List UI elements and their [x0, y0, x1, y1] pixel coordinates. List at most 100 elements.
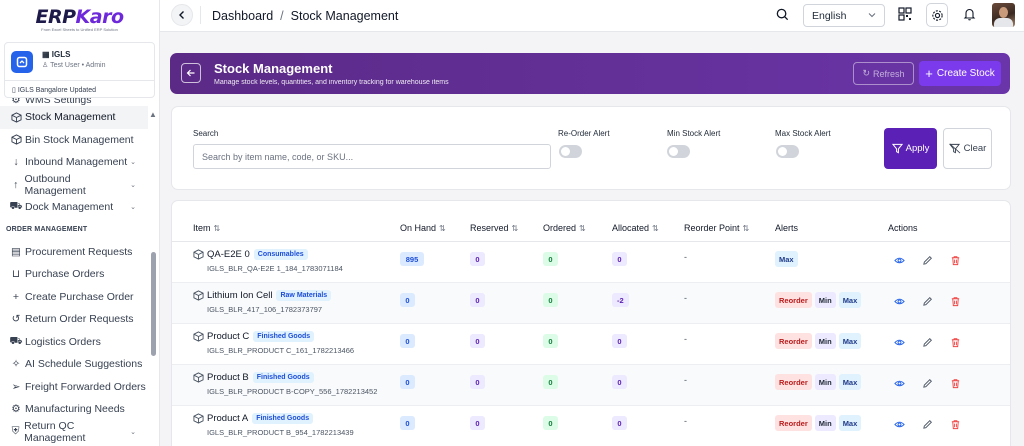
category-badge: Consumables — [253, 249, 308, 260]
edit-icon[interactable] — [922, 419, 933, 433]
sidebar-item-ai-schedule[interactable]: ✧ AI Schedule Suggestions — [0, 353, 148, 376]
column-header-ordered[interactable]: Ordered ⇅ — [543, 223, 586, 233]
reserved-value: 0 — [470, 293, 485, 307]
table-row[interactable]: Lithium Ion Cell Raw Materials IGLS_BLR_4… — [172, 283, 1010, 324]
search-icon[interactable] — [775, 7, 790, 25]
edit-icon[interactable] — [922, 296, 933, 310]
allocated-value: -2 — [612, 293, 629, 307]
view-icon[interactable] — [894, 337, 905, 351]
apply-button[interactable]: Apply — [884, 128, 937, 169]
sidebar-item-stock-management[interactable]: Stock Management — [0, 106, 148, 129]
header-back-button[interactable] — [181, 63, 201, 83]
edit-icon[interactable] — [922, 255, 933, 269]
gear-icon: ⚙ — [11, 403, 21, 416]
sidebar-item-label: Procurement Requests — [25, 245, 133, 258]
sort-icon: ⇅ — [439, 224, 446, 233]
scroll-up-arrow-icon[interactable]: ▲ — [149, 110, 157, 119]
column-label: Item — [193, 223, 211, 233]
sidebar-item-return-requests[interactable]: ↺ Return Order Requests — [0, 308, 148, 331]
logo[interactable]: ERPKaro From Excel Sheets to Unified ERP… — [0, 0, 159, 38]
sidebar-item-purchase-orders[interactable]: ⊔ Purchase Orders — [0, 263, 148, 286]
sidebar-item-label: Bin Stock Management — [25, 133, 134, 146]
search-input[interactable] — [193, 144, 551, 169]
language-select[interactable]: English — [803, 4, 885, 27]
sidebar-item-return-qc[interactable]: ⛨ Return QC Management ⌄ — [0, 420, 148, 444]
delete-icon[interactable] — [950, 419, 961, 433]
sidebar-item-dock[interactable]: ⛟ Dock Management ⌄ — [0, 196, 148, 219]
delete-icon[interactable] — [950, 337, 961, 351]
create-stock-button[interactable]: + Create Stock — [919, 61, 1001, 86]
view-icon[interactable] — [894, 419, 905, 433]
sidebar-item-logistics[interactable]: ⛟ Logistics Orders — [0, 331, 148, 354]
qr-code-icon[interactable] — [898, 7, 912, 24]
min-stock-alert-toggle[interactable] — [667, 145, 690, 158]
reorder-alert-toggle[interactable] — [559, 145, 582, 158]
page-header: Stock Management Manage stock levels, qu… — [170, 53, 1010, 94]
on-hand-value: 0 — [400, 375, 415, 389]
sidebar-item-outbound[interactable]: ↑ Outbound Management ⌄ — [0, 173, 148, 197]
alert-badge-min: Min — [814, 374, 836, 390]
sort-icon: ⇅ — [213, 224, 221, 233]
settings-button[interactable] — [926, 3, 948, 27]
sidebar-item-wms-settings[interactable]: ⚙ WMS Settings — [0, 98, 148, 106]
delete-icon[interactable] — [950, 255, 961, 269]
sort-icon: ⇅ — [652, 224, 659, 233]
column-header-item[interactable]: Item ⇅ — [193, 223, 220, 233]
allocated-value: 0 — [612, 375, 627, 389]
building-icon: ▦ — [42, 50, 50, 59]
sort-icon: ⇅ — [511, 224, 519, 233]
alert-badge-min: Min — [814, 292, 836, 308]
max-stock-alert-label: Max Stock Alert — [775, 129, 831, 138]
view-icon[interactable] — [894, 255, 905, 269]
table-row[interactable]: Product B Finished Goods IGLS_BLR_PRODUCT… — [172, 365, 1010, 406]
sidebar-item-create-po[interactable]: + Create Purchase Order — [0, 286, 148, 309]
delete-icon[interactable] — [950, 378, 961, 392]
sidebar-item-inbound[interactable]: ↓ Inbound Management ⌄ — [0, 151, 148, 174]
view-icon[interactable] — [894, 296, 905, 310]
column-header-on-hand[interactable]: On Hand ⇅ — [400, 223, 446, 233]
clear-button[interactable]: Clear — [943, 128, 992, 169]
alert-badge-max: Max — [838, 415, 862, 431]
column-header-reorder-point[interactable]: Reorder Point ⇅ — [684, 223, 749, 233]
column-header-reserved[interactable]: Reserved ⇅ — [470, 223, 518, 233]
item-name: QA-E2E 0 — [207, 249, 250, 260]
avatar[interactable] — [992, 3, 1015, 27]
arrow-up-icon: ↑ — [13, 178, 19, 191]
sidebar-item-freight[interactable]: ➢ Freight Forwarded Orders — [0, 376, 148, 399]
cube-icon — [10, 134, 22, 146]
alerts-group: Max — [775, 251, 798, 267]
org-switcher[interactable]: ▦ IGLS ♙ Test User • Admin ▯ IGLS Bangal… — [4, 42, 155, 98]
delete-icon[interactable] — [950, 296, 961, 310]
sidebar-item-bin-stock[interactable]: Bin Stock Management — [0, 129, 148, 152]
cube-icon — [193, 290, 204, 304]
sort-icon: ⇅ — [579, 224, 586, 233]
table-row[interactable]: Product A Finished Goods IGLS_BLR_PRODUCT… — [172, 406, 1010, 446]
edit-icon[interactable] — [922, 337, 933, 351]
sidebar-item-label: Manufacturing Needs — [25, 403, 125, 416]
chevron-down-icon: ⌄ — [130, 204, 136, 212]
table-row[interactable]: Product C Finished Goods IGLS_BLR_PRODUCT… — [172, 324, 1010, 365]
sidebar-item-label: Logistics Orders — [25, 335, 101, 348]
table-row[interactable]: QA-E2E 0 Consumables IGLS_BLR_QA-E2E 1_18… — [172, 242, 1010, 283]
reserved-value: 0 — [470, 416, 485, 430]
sidebar-item-procurement[interactable]: ▤ Procurement Requests — [0, 241, 148, 264]
filter-panel: Search Re-Order Alert Min Stock Alert Ma… — [171, 106, 1011, 190]
alerts-group: Reorder Min Max — [775, 415, 862, 431]
bell-icon[interactable] — [963, 7, 976, 24]
ordered-value: 0 — [543, 375, 558, 389]
item-name: Product A — [207, 413, 249, 424]
sidebar-item-manufacturing[interactable]: ⚙ Manufacturing Needs — [0, 398, 148, 421]
return-icon: ↺ — [11, 313, 21, 326]
column-header-allocated[interactable]: Allocated ⇅ — [612, 223, 659, 233]
send-icon: ➢ — [11, 380, 21, 393]
nav-back-button[interactable] — [171, 4, 193, 26]
edit-icon[interactable] — [922, 378, 933, 392]
filter-clear-icon — [948, 143, 960, 154]
max-stock-alert-toggle[interactable] — [776, 145, 799, 158]
breadcrumb-dashboard[interactable]: Dashboard — [212, 9, 274, 23]
view-icon[interactable] — [894, 378, 905, 392]
refresh-button[interactable]: ↻ Refresh — [853, 62, 914, 85]
cart-icon: ⊔ — [11, 268, 21, 281]
sidebar-scrollbar[interactable] — [151, 252, 156, 356]
search-label: Search — [193, 129, 219, 138]
